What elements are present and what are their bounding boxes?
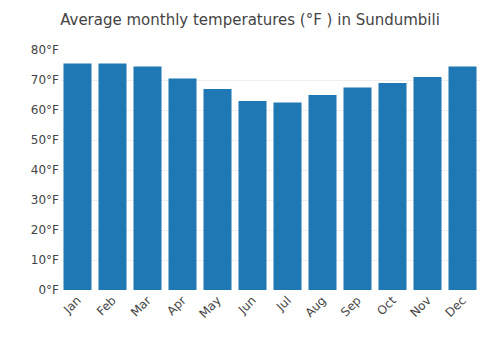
svg-text:Aug: Aug xyxy=(302,293,328,319)
svg-text:May: May xyxy=(196,293,223,320)
svg-text:10°F: 10°F xyxy=(31,253,59,267)
svg-text:Mar: Mar xyxy=(128,293,154,319)
svg-text:40°F: 40°F xyxy=(31,163,59,177)
svg-text:Sep: Sep xyxy=(338,293,364,319)
svg-text:80°F: 80°F xyxy=(31,43,59,57)
svg-text:50°F: 50°F xyxy=(31,133,59,147)
svg-text:30°F: 30°F xyxy=(31,193,59,207)
svg-text:Jun: Jun xyxy=(235,293,259,317)
svg-text:0°F: 0°F xyxy=(38,283,59,297)
svg-text:Apr: Apr xyxy=(164,293,189,318)
svg-text:Jul: Jul xyxy=(273,293,294,314)
svg-text:70°F: 70°F xyxy=(31,73,59,87)
svg-text:Nov: Nov xyxy=(407,293,433,319)
svg-text:Dec: Dec xyxy=(443,293,469,319)
svg-text:60°F: 60°F xyxy=(31,103,59,117)
svg-text:Feb: Feb xyxy=(94,293,119,318)
svg-text:20°F: 20°F xyxy=(31,223,59,237)
svg-text:Oct: Oct xyxy=(374,293,399,318)
svg-text:Average monthly temperatures (: Average monthly temperatures (°F ) in Su… xyxy=(60,11,440,29)
svg-text:Jan: Jan xyxy=(60,293,84,317)
